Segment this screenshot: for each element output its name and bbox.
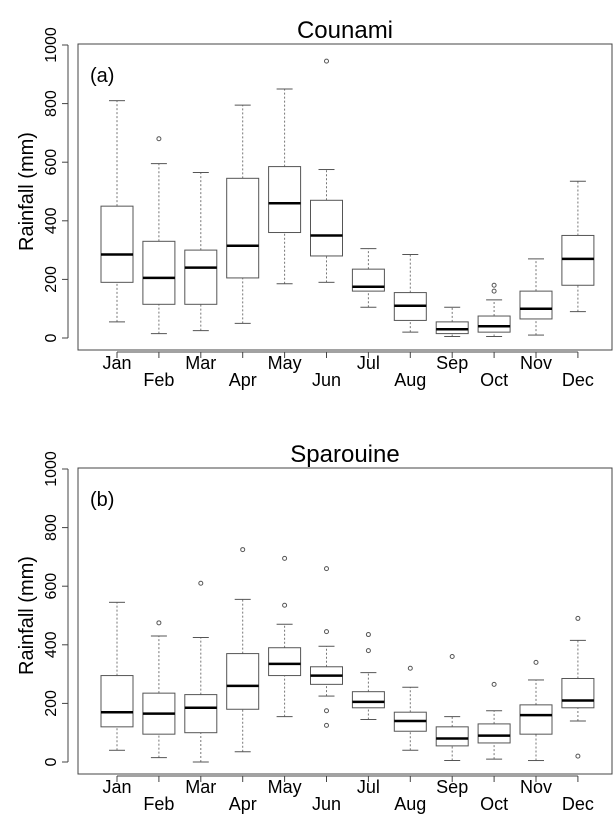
y-tick-label: 0 (43, 757, 60, 766)
panel-label: (a) (90, 65, 114, 87)
box (519, 704, 553, 735)
outlier (324, 629, 329, 635)
y-tick-label: 1000 (43, 27, 60, 63)
outlier (324, 566, 329, 572)
x-tick-label: May (268, 777, 302, 797)
y-axis-label: Rainfall (mm) (16, 556, 38, 675)
plot-frame (77, 43, 613, 351)
box (435, 726, 469, 747)
x-tick-label: Jul (357, 777, 380, 797)
x-tick-label: Apr (229, 370, 257, 390)
x-tick-label: Oct (480, 794, 508, 814)
x-tick-label: Sep (436, 353, 468, 373)
x-tick-label: Jun (312, 370, 341, 390)
x-tick-label: Dec (562, 370, 594, 390)
outlier (282, 555, 288, 561)
x-tick-label: Jan (102, 777, 131, 797)
x-tick-label: Jul (357, 353, 380, 373)
chart-title: Counami (297, 17, 393, 44)
outlier (491, 681, 497, 687)
y-tick-label: 600 (43, 149, 60, 176)
outlier (156, 620, 162, 626)
outlier (156, 136, 162, 142)
x-tick-label: Sep (436, 777, 468, 797)
x-tick-label: Nov (520, 353, 552, 373)
outlier (324, 722, 329, 728)
box (100, 205, 134, 283)
outlier (533, 659, 539, 665)
y-tick-label: 200 (43, 266, 60, 293)
box (184, 249, 218, 305)
x-tick-label: Aug (394, 370, 426, 390)
x-tick-label: Oct (480, 370, 508, 390)
x-tick-label: Apr (229, 794, 257, 814)
y-tick-label: 800 (43, 514, 60, 541)
outlier (365, 648, 371, 654)
outlier (575, 615, 581, 621)
x-tick-label: Nov (520, 777, 552, 797)
x-tick-label: Jun (312, 794, 341, 814)
x-tick-label: Jan (102, 353, 131, 373)
x-tick-label: Feb (143, 370, 174, 390)
box (351, 691, 385, 709)
box (519, 290, 553, 320)
x-tick-label: Aug (394, 794, 426, 814)
box (561, 234, 595, 286)
box (310, 199, 343, 257)
y-tick-label: 1000 (43, 451, 60, 487)
outlier (407, 665, 413, 671)
box (184, 694, 218, 734)
outlier (575, 753, 581, 759)
outlier (324, 58, 329, 64)
outlier (240, 547, 246, 553)
box (268, 166, 302, 234)
x-tick-label: Mar (185, 777, 216, 797)
x-tick-label: Mar (185, 353, 216, 373)
y-tick-label: 400 (43, 631, 60, 658)
box (435, 321, 469, 335)
box (226, 653, 260, 710)
x-tick-label: Dec (562, 794, 594, 814)
y-tick-label: 0 (43, 333, 60, 342)
box (226, 177, 260, 279)
outlier (449, 654, 455, 660)
y-tick-label: 800 (43, 90, 60, 117)
y-axis-label: Rainfall (mm) (16, 132, 38, 251)
outlier (365, 632, 371, 638)
box (142, 240, 176, 305)
outlier (491, 282, 497, 288)
y-tick-label: 200 (43, 690, 60, 717)
outlier (491, 288, 497, 294)
outlier (282, 602, 288, 608)
panel-label: (b) (90, 489, 114, 511)
plot-frame (77, 467, 613, 775)
y-tick-label: 600 (43, 573, 60, 600)
box (477, 723, 511, 744)
y-tick-label: 400 (43, 207, 60, 234)
box (477, 315, 511, 333)
outlier (198, 580, 204, 586)
outlier (324, 708, 329, 714)
box (561, 677, 595, 709)
chart-title: Sparouine (290, 441, 399, 468)
x-tick-label: Feb (143, 794, 174, 814)
x-tick-label: May (268, 353, 302, 373)
box (100, 675, 134, 728)
box (268, 647, 302, 677)
